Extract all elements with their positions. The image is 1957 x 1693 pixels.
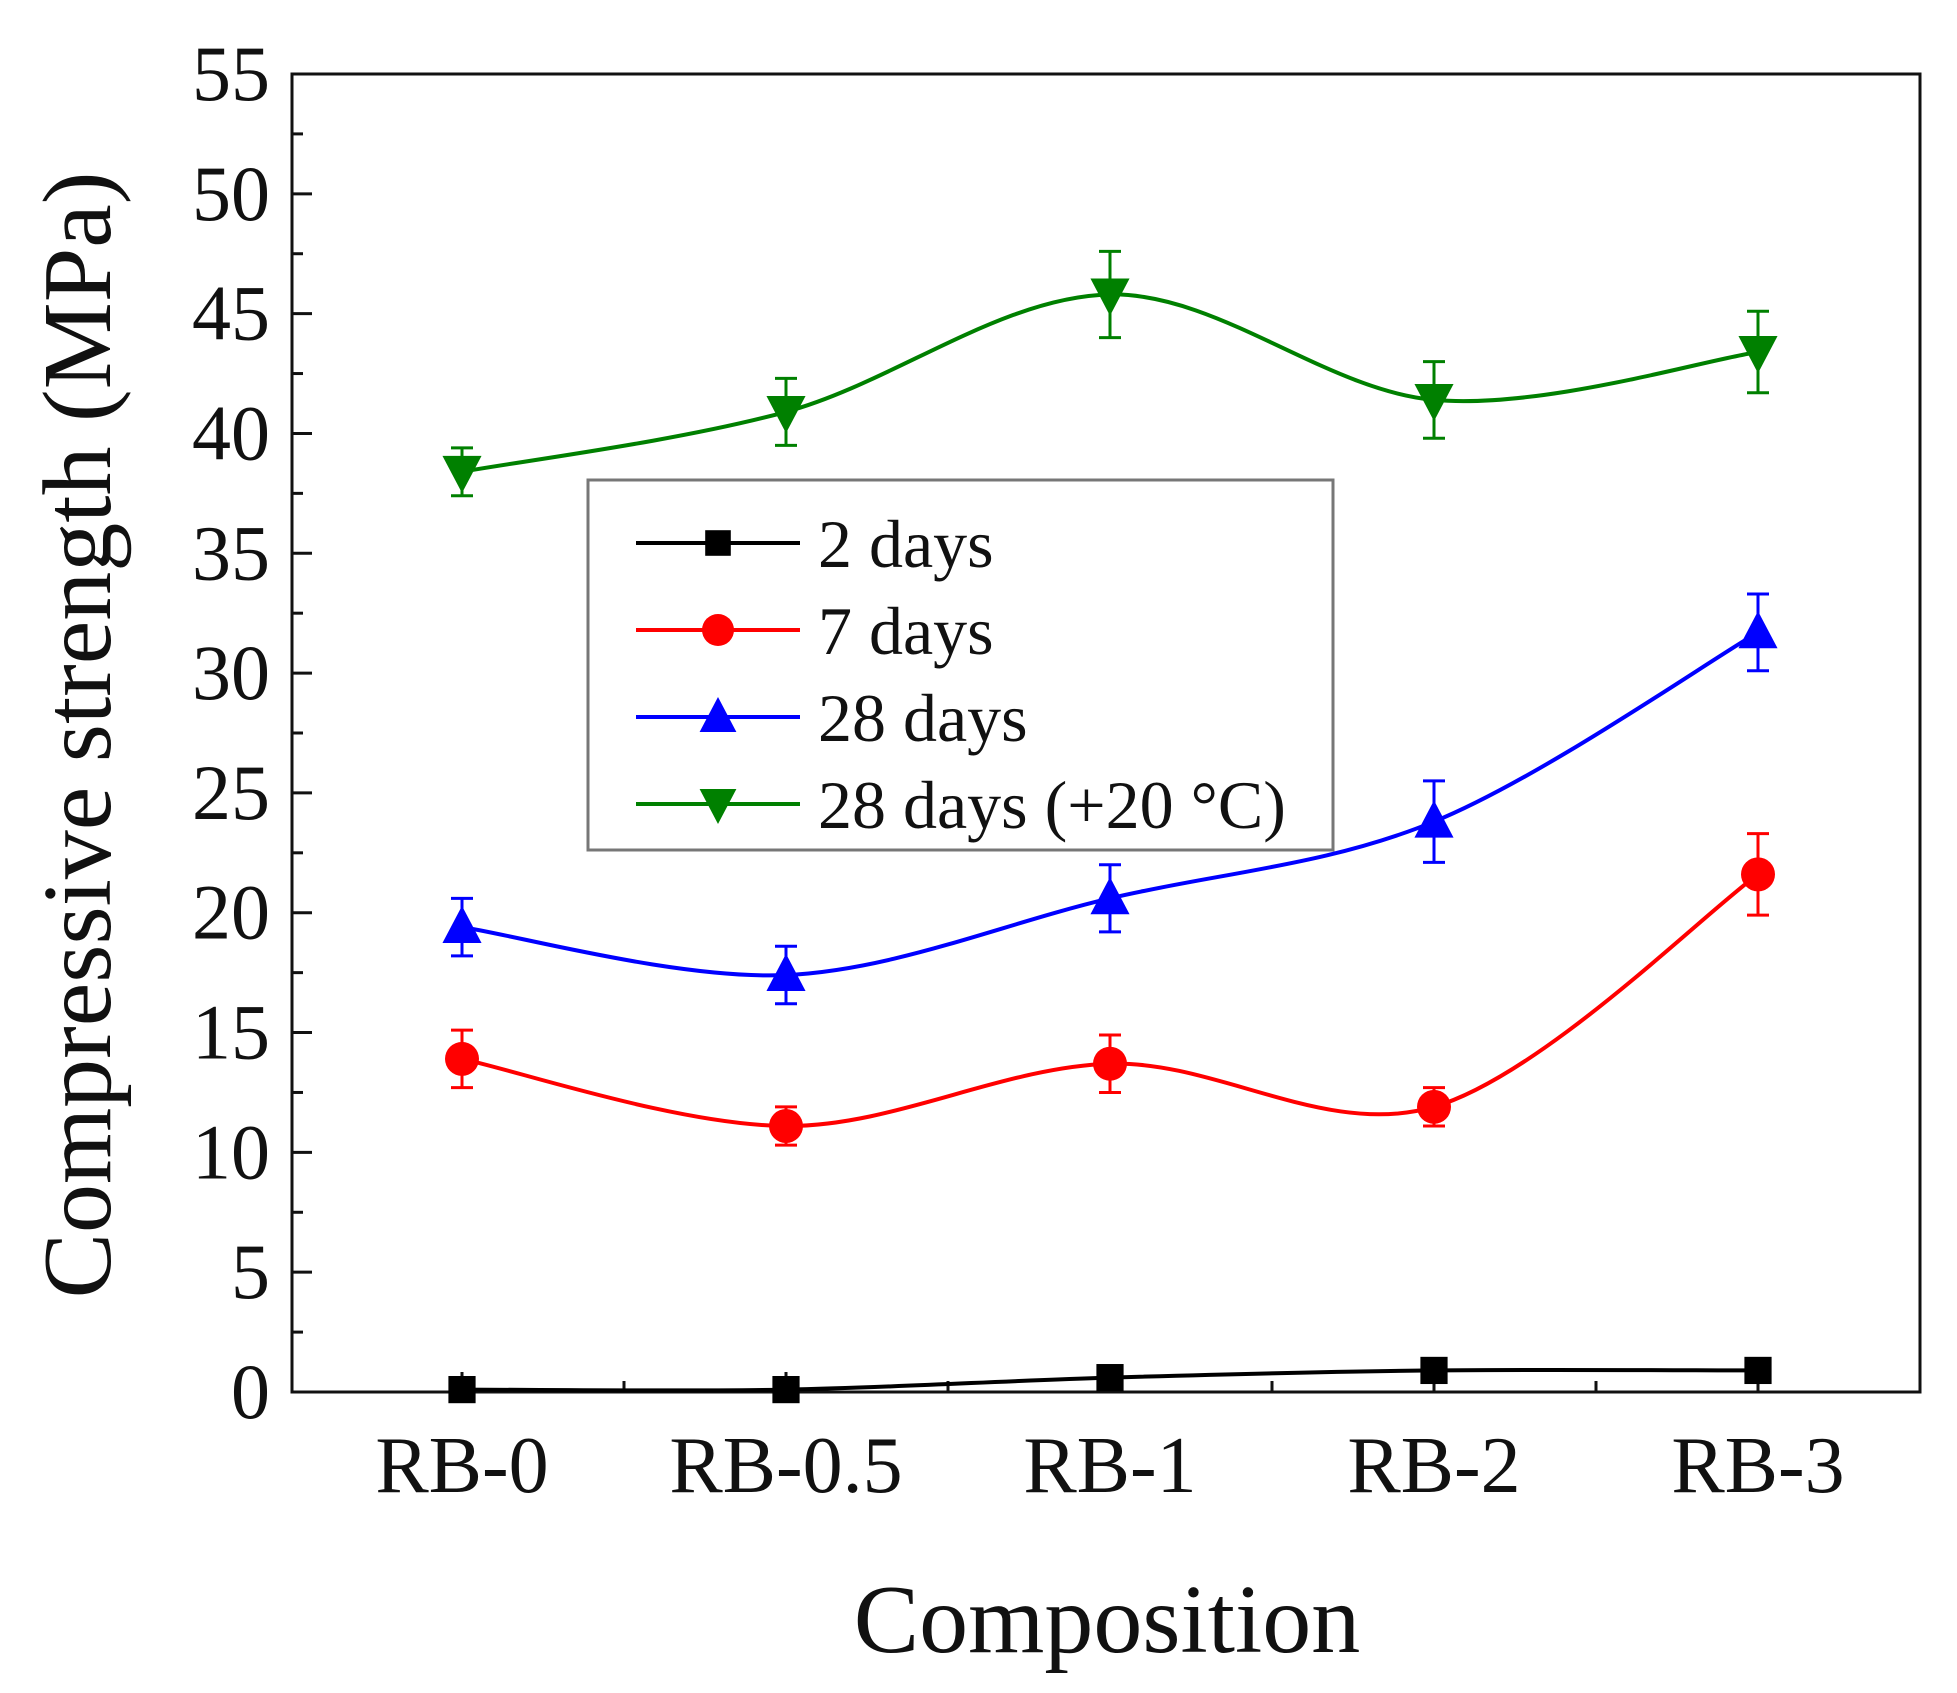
data-point (769, 1109, 803, 1144)
data-point (1096, 1364, 1124, 1392)
y-tick-label: 40 (192, 389, 270, 476)
y-tick-label: 50 (192, 150, 270, 237)
data-point (1414, 800, 1454, 838)
y-tick-label: 45 (192, 270, 270, 357)
y-tick-label: 15 (192, 989, 270, 1076)
y-tick-label: 55 (192, 30, 270, 117)
legend-marker (702, 614, 734, 646)
x-tick-label: RB-0 (375, 1422, 548, 1510)
legend-marker (699, 697, 737, 732)
y-tick-label: 10 (192, 1108, 270, 1195)
axes-layer: 0 5 10 15 20 25 30 35 40 45 50 55 RB-0 RB-0.5 RB-1 RB-2… (192, 30, 1922, 1510)
legend-label: 28 days (818, 680, 1028, 756)
data-point (766, 395, 806, 434)
data-point (1420, 1356, 1448, 1385)
data-point (1414, 383, 1454, 422)
x-tick-label: RB-0.5 (669, 1422, 902, 1510)
legend-label: 2 days (818, 506, 994, 582)
data-point (772, 1376, 800, 1404)
legend-label: 7 days (818, 593, 994, 669)
y-tick-label: 0 (231, 1348, 270, 1435)
series-0 (448, 1356, 1772, 1404)
data-point (766, 953, 806, 991)
data-point (1417, 1089, 1451, 1124)
series-2 (442, 592, 1778, 1006)
data-point (1738, 611, 1778, 649)
data-point (1741, 857, 1775, 892)
data-point (445, 1041, 479, 1076)
legend-marker (705, 530, 731, 556)
legend-marker (699, 789, 737, 824)
x-tick-label: RB-1 (1023, 1422, 1196, 1510)
y-tick-label: 30 (192, 629, 270, 716)
y-tick-label: 20 (192, 869, 270, 956)
x-axis-title: Composition (854, 1566, 1360, 1674)
data-point (448, 1376, 476, 1404)
legend: 2 days 7 days 28 days 28 days (+20 °C) (586, 478, 1335, 852)
data-point (1093, 1046, 1127, 1081)
x-tick-label: RB-3 (1671, 1422, 1844, 1510)
data-point (1738, 336, 1778, 374)
data-point (1090, 877, 1130, 915)
data-point (1090, 278, 1130, 316)
series-layer (442, 249, 1778, 1404)
y-axis-title: Compressive strength (MPa) (24, 172, 132, 1299)
x-tick-label: RB-2 (1347, 1422, 1520, 1510)
data-point (442, 455, 482, 494)
legend-label: 28 days (+20 °C) (818, 767, 1286, 843)
y-tick-label: 35 (192, 509, 270, 596)
data-point (442, 905, 482, 944)
y-tick-label: 5 (231, 1228, 270, 1315)
data-point (1744, 1356, 1772, 1385)
series-3 (442, 249, 1778, 498)
series-1 (445, 832, 1775, 1147)
y-tick-label: 25 (192, 749, 270, 836)
